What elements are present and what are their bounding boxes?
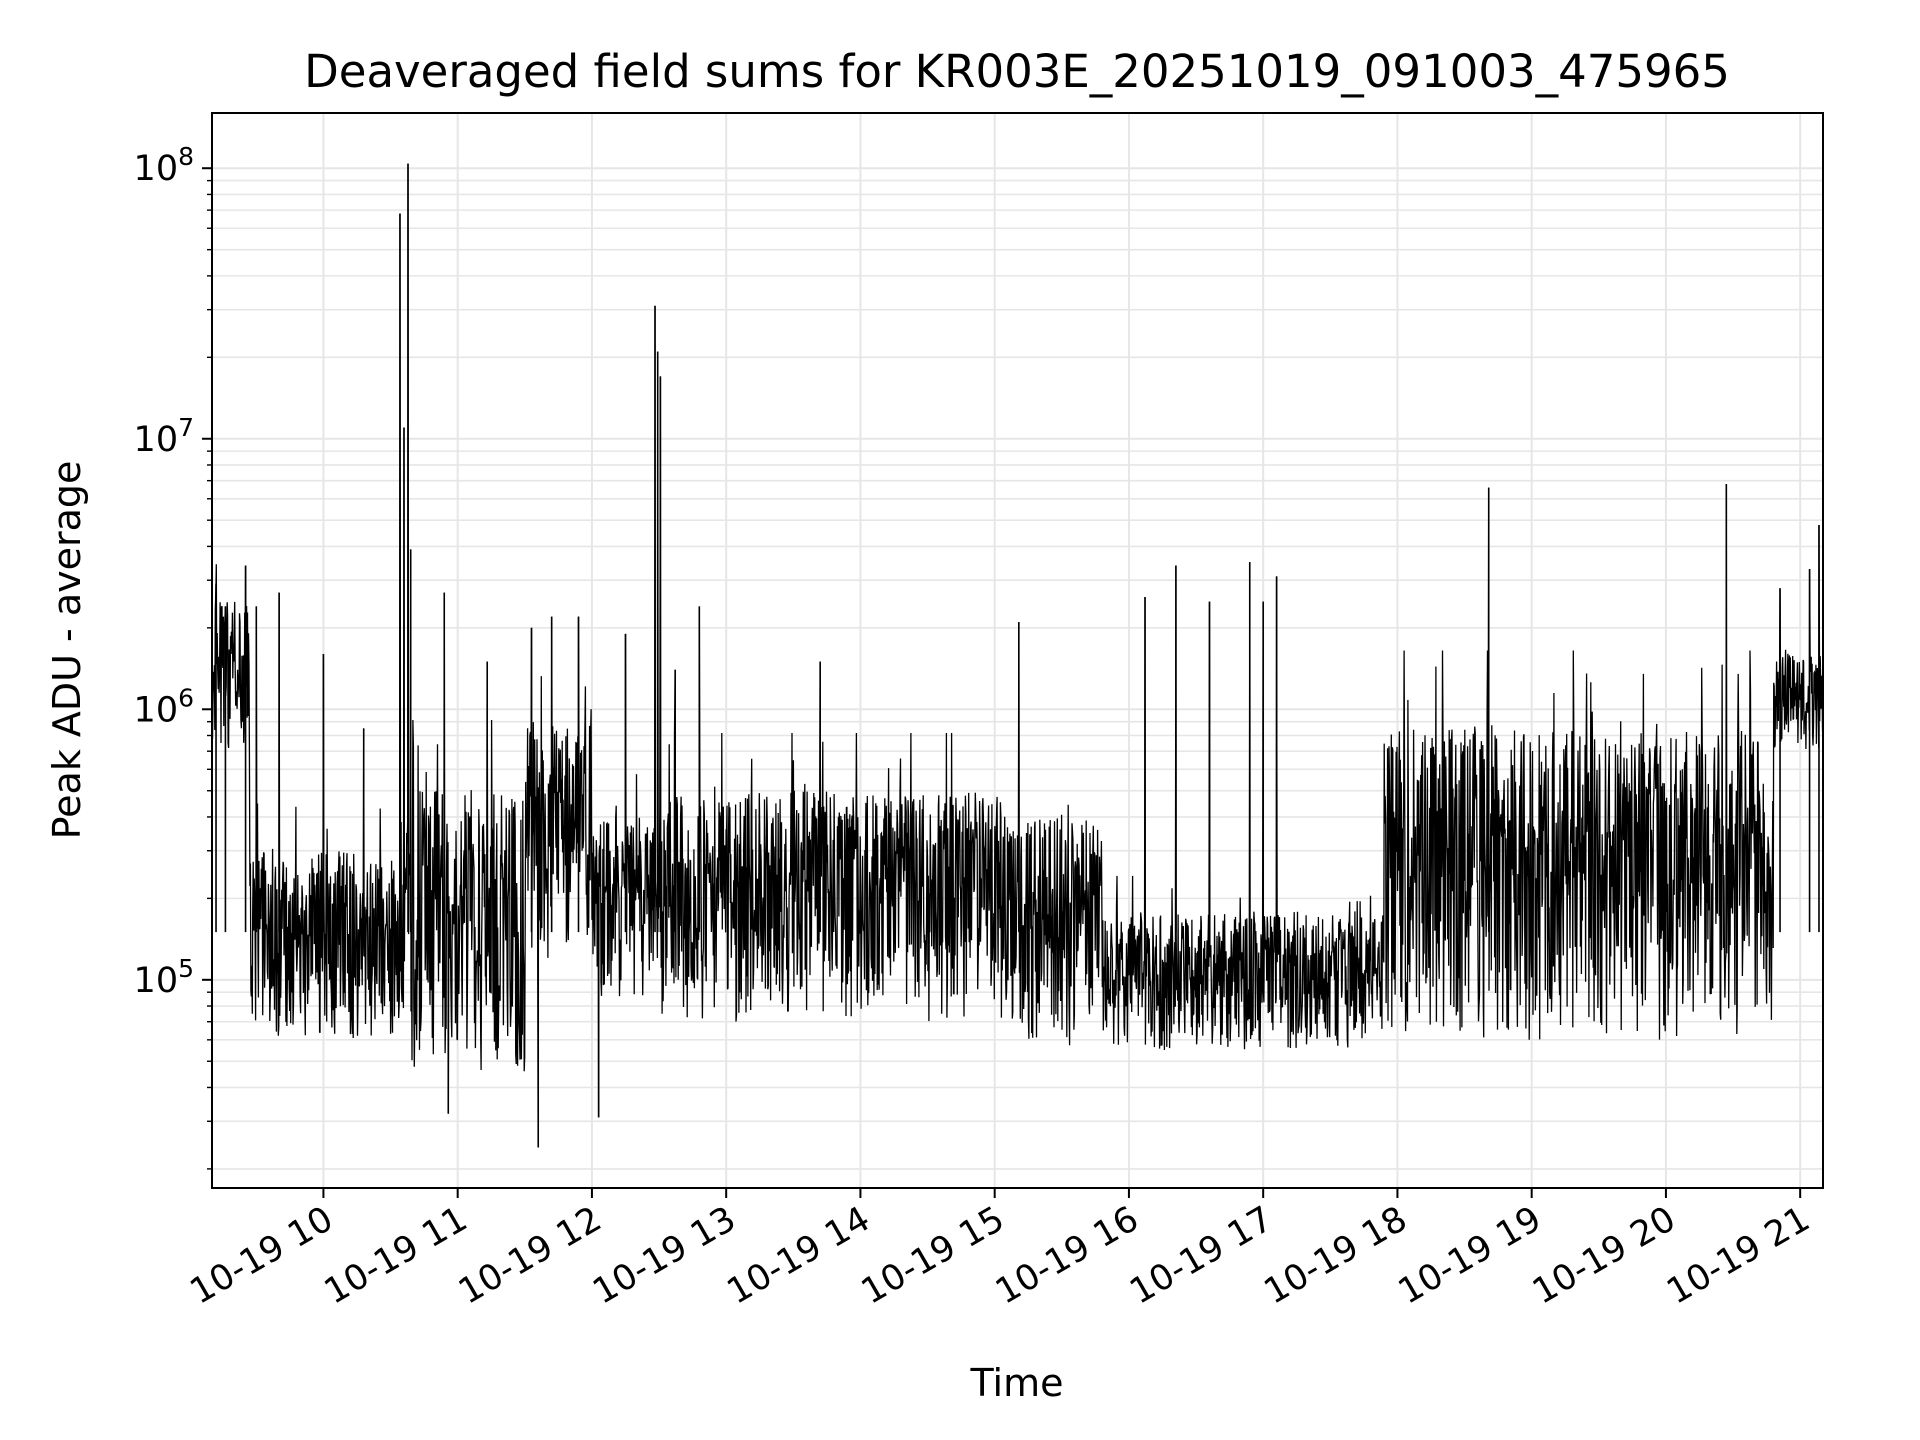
y-tick-label: 108 xyxy=(134,142,194,189)
y-axis-label: Peak ADU - average xyxy=(45,461,89,840)
y-tick-label: 106 xyxy=(134,683,194,730)
data-series xyxy=(211,163,1824,1148)
x-axis-label: Time xyxy=(970,1361,1064,1405)
y-axis-ticks: 105 106 107 108 xyxy=(134,142,212,1170)
y-tick-label: 107 xyxy=(134,413,194,460)
series-line xyxy=(211,163,1824,1148)
plot-area-frame xyxy=(211,112,1824,1189)
chart-title: Deaveraged field sums for KR003E_2025101… xyxy=(304,45,1730,98)
y-tick-label: 105 xyxy=(134,954,194,1001)
